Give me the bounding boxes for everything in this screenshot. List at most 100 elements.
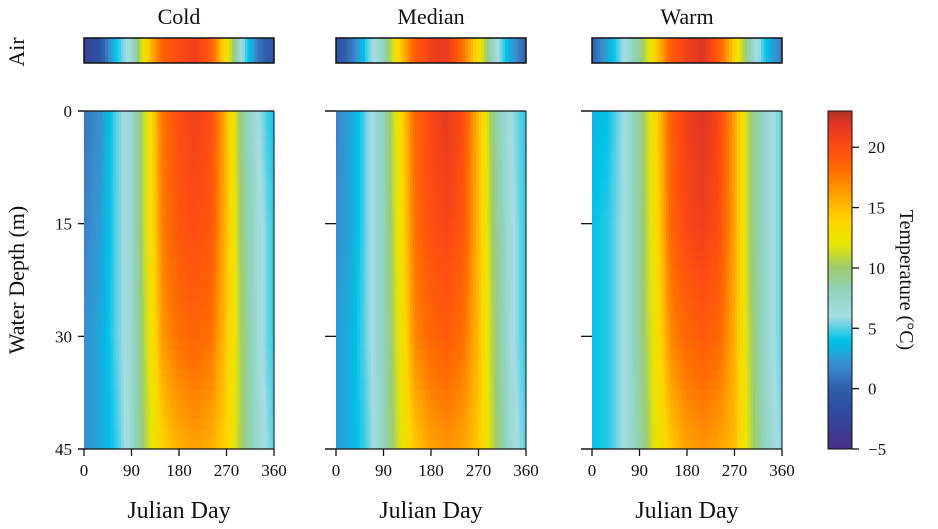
heatmap-cell bbox=[110, 409, 114, 420]
heatmap-cell bbox=[134, 409, 138, 420]
heatmap-cell bbox=[354, 220, 358, 231]
heatmap-cell bbox=[372, 349, 377, 361]
heatmap-cell bbox=[417, 270, 422, 281]
heatmap-cell bbox=[404, 230, 408, 241]
heatmap-cell bbox=[255, 230, 259, 241]
heatmap-cell bbox=[386, 160, 390, 172]
heatmap-cell bbox=[467, 379, 472, 390]
heatmap-cell bbox=[86, 329, 90, 341]
heatmap-cell bbox=[359, 399, 363, 410]
heatmap-cell bbox=[118, 419, 122, 430]
air-cell bbox=[417, 38, 422, 63]
heatmap-cell bbox=[157, 111, 162, 122]
heatmap-cell bbox=[380, 379, 385, 390]
heatmap-cell bbox=[433, 250, 437, 261]
heatmap-cell bbox=[202, 309, 206, 321]
heatmap-cell bbox=[91, 120, 96, 132]
heatmap-cell bbox=[362, 309, 366, 321]
heatmap-cell bbox=[247, 280, 251, 291]
heatmap-cell bbox=[139, 240, 143, 251]
heatmap-cell bbox=[128, 230, 133, 241]
heatmap-cell bbox=[502, 409, 506, 420]
heatmap-cell bbox=[388, 299, 393, 311]
heatmap-cell bbox=[470, 369, 474, 381]
heatmap-cell bbox=[465, 150, 469, 162]
heatmap-cell bbox=[189, 260, 193, 271]
heatmap-cell bbox=[515, 419, 519, 430]
heatmap-cell bbox=[357, 240, 361, 251]
heatmap-cell bbox=[409, 379, 414, 390]
heatmap-cell bbox=[423, 409, 427, 420]
heatmap-cell bbox=[181, 419, 185, 430]
heatmap-cell bbox=[486, 250, 490, 261]
heatmap-cell bbox=[152, 240, 156, 251]
heatmap-cell bbox=[478, 111, 482, 122]
heatmap-cell bbox=[165, 200, 170, 212]
air-cell bbox=[97, 38, 101, 63]
heatmap-cell bbox=[467, 260, 472, 271]
heatmap-cell bbox=[346, 389, 350, 400]
heatmap-cell bbox=[462, 210, 466, 221]
heatmap-cell bbox=[351, 389, 356, 400]
heatmap-cell bbox=[252, 289, 257, 301]
heatmap-cell bbox=[89, 120, 93, 132]
heatmap-cell bbox=[425, 111, 429, 122]
air-cell bbox=[372, 38, 377, 63]
heatmap-cell bbox=[157, 419, 162, 430]
heatmap-cell bbox=[396, 220, 400, 231]
heatmap-cell bbox=[223, 160, 228, 172]
heatmap-cell bbox=[341, 250, 345, 261]
air-cell bbox=[462, 38, 466, 63]
heatmap-cell bbox=[208, 260, 212, 271]
heatmap-cell bbox=[226, 190, 230, 202]
heatmap-cell bbox=[512, 270, 517, 281]
heatmap-cell bbox=[84, 379, 88, 390]
heatmap-cell bbox=[105, 280, 109, 291]
heatmap-cell bbox=[242, 270, 246, 281]
heatmap-cell bbox=[351, 160, 356, 172]
heatmap-cell bbox=[401, 419, 406, 430]
heatmap-cell bbox=[147, 170, 151, 182]
heatmap-cell bbox=[244, 409, 249, 420]
heatmap-cell bbox=[102, 349, 106, 361]
heatmap-cell bbox=[446, 111, 451, 122]
heatmap-cell bbox=[378, 379, 382, 390]
heatmap-cell bbox=[343, 369, 348, 381]
heatmap-cell bbox=[467, 429, 472, 440]
heatmap-cell bbox=[186, 319, 191, 331]
heatmap-cell bbox=[512, 210, 517, 221]
heatmap-cell bbox=[518, 130, 522, 142]
heatmap-cell bbox=[494, 230, 498, 241]
heatmap-cell bbox=[157, 120, 162, 132]
heatmap-cell bbox=[131, 389, 135, 400]
heatmap-cell bbox=[247, 359, 251, 371]
heatmap-cell bbox=[341, 130, 345, 142]
heatmap-cell bbox=[523, 260, 527, 271]
heatmap-cell bbox=[515, 210, 519, 221]
heatmap-cell bbox=[231, 200, 236, 212]
x-tick-label: 270 bbox=[214, 461, 240, 480]
heatmap-cell bbox=[221, 419, 225, 430]
heatmap-cell bbox=[401, 180, 406, 192]
heatmap-cell bbox=[89, 250, 93, 261]
heatmap-cell bbox=[221, 160, 225, 172]
air-cell bbox=[496, 38, 501, 63]
heatmap-cell bbox=[467, 339, 472, 351]
heatmap-cell bbox=[510, 359, 514, 371]
air-cell bbox=[99, 38, 104, 63]
heatmap-cell bbox=[470, 289, 474, 301]
heatmap-cell bbox=[268, 439, 272, 450]
heatmap-cell bbox=[378, 339, 382, 351]
heatmap-cell bbox=[194, 230, 199, 241]
heatmap-cell bbox=[465, 299, 469, 311]
heatmap-cell bbox=[110, 220, 114, 231]
heatmap-cell bbox=[139, 180, 143, 192]
heatmap-cell bbox=[496, 240, 501, 251]
heatmap-cell bbox=[383, 319, 387, 331]
heatmap-cell bbox=[431, 309, 435, 321]
heatmap-cell bbox=[99, 260, 104, 271]
heatmap-cell bbox=[401, 111, 406, 122]
heatmap-cell bbox=[412, 309, 416, 321]
heatmap-cell bbox=[507, 230, 511, 241]
heatmap-cell bbox=[215, 349, 220, 361]
